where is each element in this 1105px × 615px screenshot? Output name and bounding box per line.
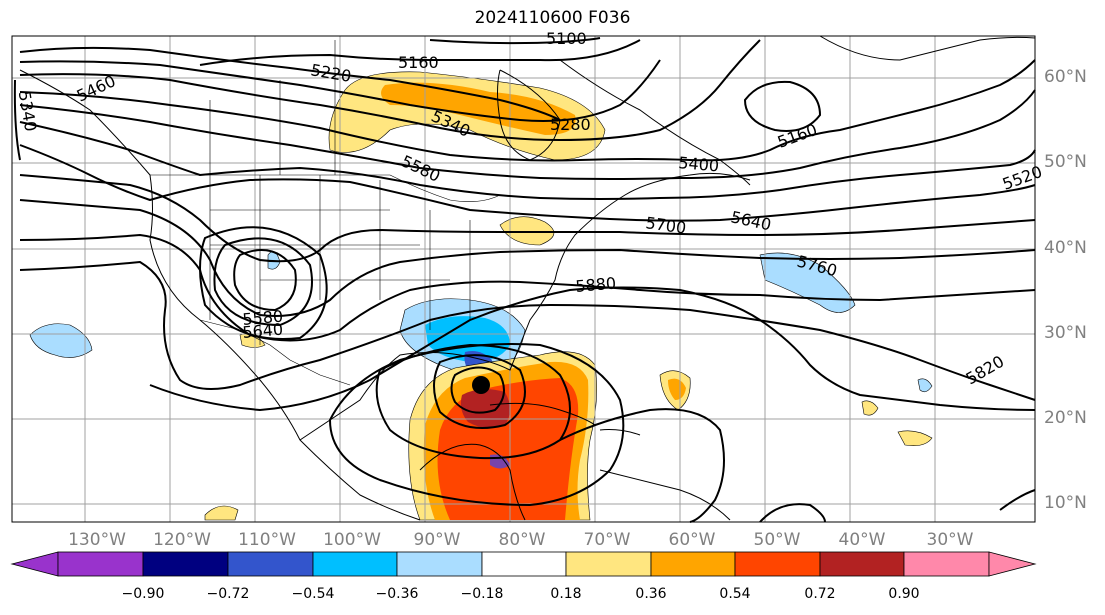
- colorbar-tick-label: 0.36: [635, 586, 667, 602]
- coast-yucatan: [419, 443, 526, 521]
- colorbar-segment: [396, 551, 483, 577]
- coast-greenland: [819, 35, 1036, 61]
- contour-5280: [19, 59, 661, 122]
- lat-label: 60°N: [1044, 67, 1087, 87]
- colorbar-segment: [481, 551, 567, 577]
- political-borders: [150, 40, 501, 386]
- lon-label: 90°W: [413, 530, 461, 550]
- height-contours: [13, 37, 1036, 523]
- contour-5340-a: [19, 39, 761, 142]
- contour-5580-north: [19, 144, 1036, 222]
- contour-atlantic-south: [759, 503, 826, 523]
- contour-5100: [429, 37, 601, 45]
- lon-label: 110°W: [238, 530, 296, 550]
- colorbar-tick-label: −0.72: [206, 586, 250, 602]
- lat-label: 50°N: [1044, 152, 1087, 172]
- anomaly-atlantic-yellow3: [897, 430, 933, 446]
- storm-center-marker: [472, 376, 490, 394]
- lon-label: 50°W: [753, 530, 801, 550]
- contour-label: 5580: [242, 307, 284, 329]
- lat-label: 30°N: [1044, 323, 1087, 343]
- contour-5220: [19, 46, 561, 121]
- contour-caribbean-5880: [559, 408, 725, 523]
- coast-south-america: [599, 469, 731, 521]
- colorbar-extend-low: [10, 551, 59, 577]
- colorbar-segment: [142, 551, 229, 577]
- lat-label: 20°N: [1044, 408, 1087, 428]
- colorbar: [10, 551, 1037, 577]
- grid: [12, 36, 1035, 522]
- colorbar-segment: [57, 551, 144, 577]
- contour-label: 5280: [550, 115, 591, 134]
- map-title: 2024110600 F036: [474, 8, 631, 28]
- anomaly-atlantic-orange1: [668, 378, 686, 400]
- coast-cuba: [489, 402, 596, 426]
- contour-5400: [19, 59, 1036, 162]
- colorbar-tick-label: −0.18: [460, 586, 504, 602]
- lon-label: 120°W: [153, 530, 211, 550]
- contour-low-rockies-2: [213, 237, 313, 327]
- contour-5160-north: [199, 39, 641, 66]
- lat-label: 10°N: [1044, 493, 1087, 513]
- coast-hispaniola: [599, 429, 641, 436]
- contour-5520: [19, 121, 1036, 200]
- contour-atlantic-low: [743, 80, 822, 132]
- contour-5460: [19, 89, 1036, 180]
- colorbar-tick-label: 0.90: [888, 586, 920, 602]
- colorbar-segment: [819, 551, 905, 577]
- lat-label: 40°N: [1044, 238, 1087, 258]
- colorbar-tick-label: 0.72: [804, 586, 836, 602]
- contour-label: 5880: [575, 274, 617, 296]
- colorbar-segment: [734, 551, 821, 577]
- colorbar-segment: [227, 551, 314, 577]
- contour-atlantic-se: [999, 489, 1036, 511]
- anomaly-eastcoast-yellow: [499, 216, 555, 246]
- colorbar-segment: [565, 551, 652, 577]
- contour-label: 5100: [546, 29, 587, 48]
- anomaly-caribbean-darkred: [460, 389, 510, 428]
- contour-label: 5160: [398, 53, 439, 72]
- colorbar-segment: [903, 551, 990, 577]
- border-us-canada: [150, 174, 501, 202]
- contour-5820: [19, 260, 1036, 401]
- colorbar-tick-label: −0.90: [121, 586, 165, 602]
- anomaly-atlantic-lightblue2: [917, 378, 933, 393]
- lon-label: 60°W: [668, 530, 716, 550]
- contour-5880: [149, 286, 1036, 412]
- anomaly-atlantic-lightblue: [759, 252, 856, 313]
- map-frame: [11, 35, 1036, 523]
- colorbar-tick-label: −0.54: [291, 586, 335, 602]
- colorbar-tick-label: 0.18: [550, 586, 582, 602]
- contour-low-rockies-3: [199, 226, 328, 340]
- contour-storm-4: [328, 343, 625, 507]
- coast-labrador: [559, 59, 751, 186]
- contour-storm-2: [433, 354, 526, 429]
- colorbar-segment: [650, 551, 736, 577]
- colorbar-tick-label: 0.54: [719, 586, 751, 602]
- contour-storm-1: [450, 366, 505, 414]
- lon-label: 30°W: [926, 530, 974, 550]
- colorbar-extend-high: [988, 551, 1037, 577]
- anomaly-north-orange: [381, 82, 576, 135]
- colorbar-tick-label: −0.36: [375, 586, 419, 602]
- colorbar-segment: [312, 551, 398, 577]
- lon-label: 70°W: [583, 530, 631, 550]
- contour-5640: [19, 174, 1036, 263]
- contour-label: 5400: [678, 153, 720, 175]
- anomaly-pacific-lightblue: [29, 323, 93, 358]
- lon-label: 40°W: [838, 530, 886, 550]
- contour-5760: [19, 233, 1036, 342]
- contour-label: 5640: [242, 320, 284, 342]
- lon-label: 130°W: [68, 530, 126, 550]
- contour-5700: [19, 199, 1036, 317]
- lon-label: 100°W: [323, 530, 381, 550]
- lon-label: 80°W: [498, 530, 546, 550]
- anomaly-pacific-yellow: [204, 505, 239, 521]
- contour-5340-b: [13, 79, 21, 161]
- contour-low-rockies-1: [233, 249, 297, 312]
- anomaly-atlantic-yellow2: [861, 400, 879, 416]
